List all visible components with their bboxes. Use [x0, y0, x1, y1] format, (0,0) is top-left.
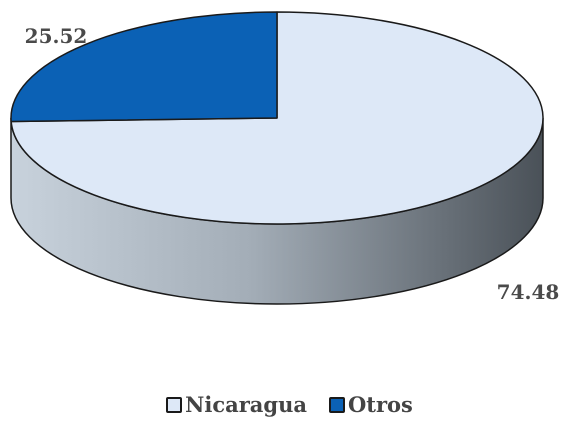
legend-item-otros: Otros [328, 392, 413, 417]
legend-label-nicaragua: Nicaragua [185, 392, 307, 417]
legend-swatch-otros [328, 396, 345, 413]
legend-item-nicaragua: Nicaragua [166, 392, 307, 417]
pie-group [10, 11, 544, 305]
legend: Nicaragua Otros [0, 392, 579, 417]
data-label-nicaragua: 74.48 [497, 280, 560, 304]
pie-slice-otros [10, 11, 278, 123]
data-label-otros: 25.52 [25, 24, 88, 48]
legend-label-otros: Otros [347, 392, 413, 417]
legend-swatch-nicaragua [166, 396, 183, 413]
